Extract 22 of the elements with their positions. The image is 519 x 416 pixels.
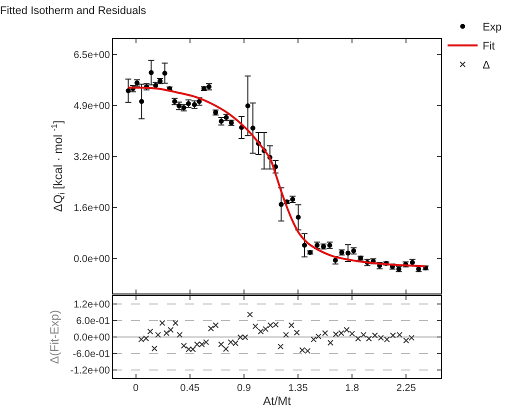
x-axis-title: At/Mt bbox=[262, 394, 292, 408]
x-tick-label: 0.45 bbox=[180, 383, 200, 394]
y-tick-label: 4.9e+00 bbox=[74, 101, 110, 112]
y-tick-label: 3.2e+00 bbox=[74, 152, 110, 164]
legend-label: Exp bbox=[482, 22, 502, 34]
chart-title: Fitted Isotherm and Residuals bbox=[0, 4, 147, 17]
y-tick-label: 6.5e+00 bbox=[74, 50, 110, 62]
y-tick-label: -1.2e+00 bbox=[70, 365, 110, 376]
x-tick-label: 1.8 bbox=[345, 383, 360, 394]
y-tick-label: 6.0e-01 bbox=[76, 316, 110, 328]
x-tick-label: 2.25 bbox=[396, 383, 416, 394]
x-tick-label: 0 bbox=[133, 383, 140, 394]
y-tick-label: 1.2e+00 bbox=[74, 300, 110, 311]
x-tick-label: 1.35 bbox=[288, 383, 308, 394]
legend-label: Fit bbox=[482, 40, 495, 53]
y-tick-label: 1.6e+00 bbox=[74, 203, 110, 214]
legend-label: Δ bbox=[482, 60, 491, 72]
y-tick-label: -6.0e-01 bbox=[72, 348, 110, 360]
x-tick-label: 0.9 bbox=[237, 383, 252, 394]
y-axis-title: Δ(Fit-Exp) bbox=[48, 310, 62, 364]
y-tick-label: 0.0e+00 bbox=[74, 254, 110, 266]
y-tick-label: 0.0e+00 bbox=[74, 332, 110, 344]
